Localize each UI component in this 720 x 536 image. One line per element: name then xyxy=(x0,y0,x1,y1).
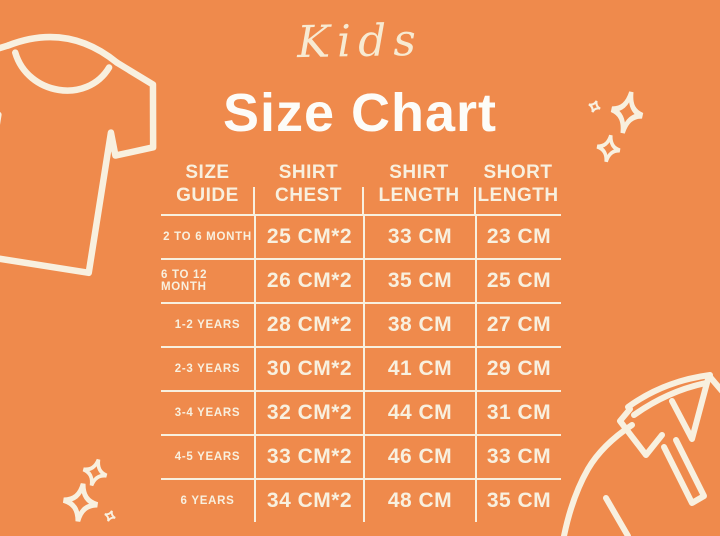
sparkle-icon xyxy=(104,510,116,522)
chest-cell: 32 CM*2 xyxy=(254,390,363,434)
shirt-length-cell: 48 CM xyxy=(363,478,475,522)
polo-shirt-outline-icon xyxy=(560,355,720,536)
age-cell: 3-4 YEARS xyxy=(161,390,254,434)
col-header-line: SHIRT xyxy=(278,162,339,184)
col-header-line: SIZE xyxy=(185,162,230,184)
col-header-shirt-chest: SHIRT CHEST xyxy=(253,160,363,214)
age-cell: 6 YEARS xyxy=(161,478,254,522)
short-length-cell: 29 CM xyxy=(475,346,561,390)
sparkle-icon xyxy=(588,100,601,113)
shirt-length-cell: 38 CM xyxy=(363,302,475,346)
short-length-cell: 23 CM xyxy=(475,214,561,258)
col-header-line: SHORT xyxy=(483,162,553,184)
age-cell: 6 TO 12 MONTH xyxy=(161,258,254,302)
sparkle-icon xyxy=(596,134,621,163)
tshirt-outline-icon xyxy=(0,3,177,332)
col-header-line: CHEST xyxy=(275,184,342,206)
shirt-length-cell: 41 CM xyxy=(363,346,475,390)
size-table: SIZE GUIDE SHIRT CHEST SHIRT LENGTH SHOR… xyxy=(161,160,561,522)
shirt-length-cell: 33 CM xyxy=(363,214,475,258)
age-cell: 4-5 YEARS xyxy=(161,434,254,478)
sparkles-top-right xyxy=(580,88,652,166)
shirt-length-cell: 44 CM xyxy=(363,390,475,434)
col-header-short-length: SHORT LENGTH xyxy=(474,160,561,214)
short-length-cell: 27 CM xyxy=(475,302,561,346)
col-header-line: SHIRT xyxy=(389,162,449,184)
col-header-line: GUIDE xyxy=(176,184,239,206)
sparkle-icon xyxy=(62,483,99,522)
chest-cell: 28 CM*2 xyxy=(254,302,363,346)
col-header-line: LENGTH xyxy=(477,184,559,206)
chest-cell: 30 CM*2 xyxy=(254,346,363,390)
col-header-shirt-length: SHIRT LENGTH xyxy=(362,160,475,214)
col-header-line: LENGTH xyxy=(378,184,460,206)
chest-cell: 33 CM*2 xyxy=(254,434,363,478)
chest-cell: 26 CM*2 xyxy=(254,258,363,302)
short-length-cell: 25 CM xyxy=(475,258,561,302)
sparkle-icon xyxy=(82,458,108,487)
shirt-length-cell: 46 CM xyxy=(363,434,475,478)
short-length-cell: 31 CM xyxy=(475,390,561,434)
col-header-size-guide: SIZE GUIDE xyxy=(161,160,254,214)
page-title: Size Chart xyxy=(222,83,498,143)
age-cell: 1-2 YEARS xyxy=(161,302,254,346)
kids-script-title: Kids xyxy=(296,14,424,69)
chest-cell: 25 CM*2 xyxy=(254,214,363,258)
age-cell: 2 TO 6 MONTH xyxy=(161,214,254,258)
short-length-cell: 33 CM xyxy=(475,434,561,478)
short-length-cell: 35 CM xyxy=(475,478,561,522)
shirt-length-cell: 35 CM xyxy=(363,258,475,302)
sparkles-bottom-left xyxy=(60,458,132,536)
chest-cell: 34 CM*2 xyxy=(254,478,363,522)
sparkle-icon xyxy=(610,91,644,134)
age-cell: 2-3 YEARS xyxy=(161,346,254,390)
